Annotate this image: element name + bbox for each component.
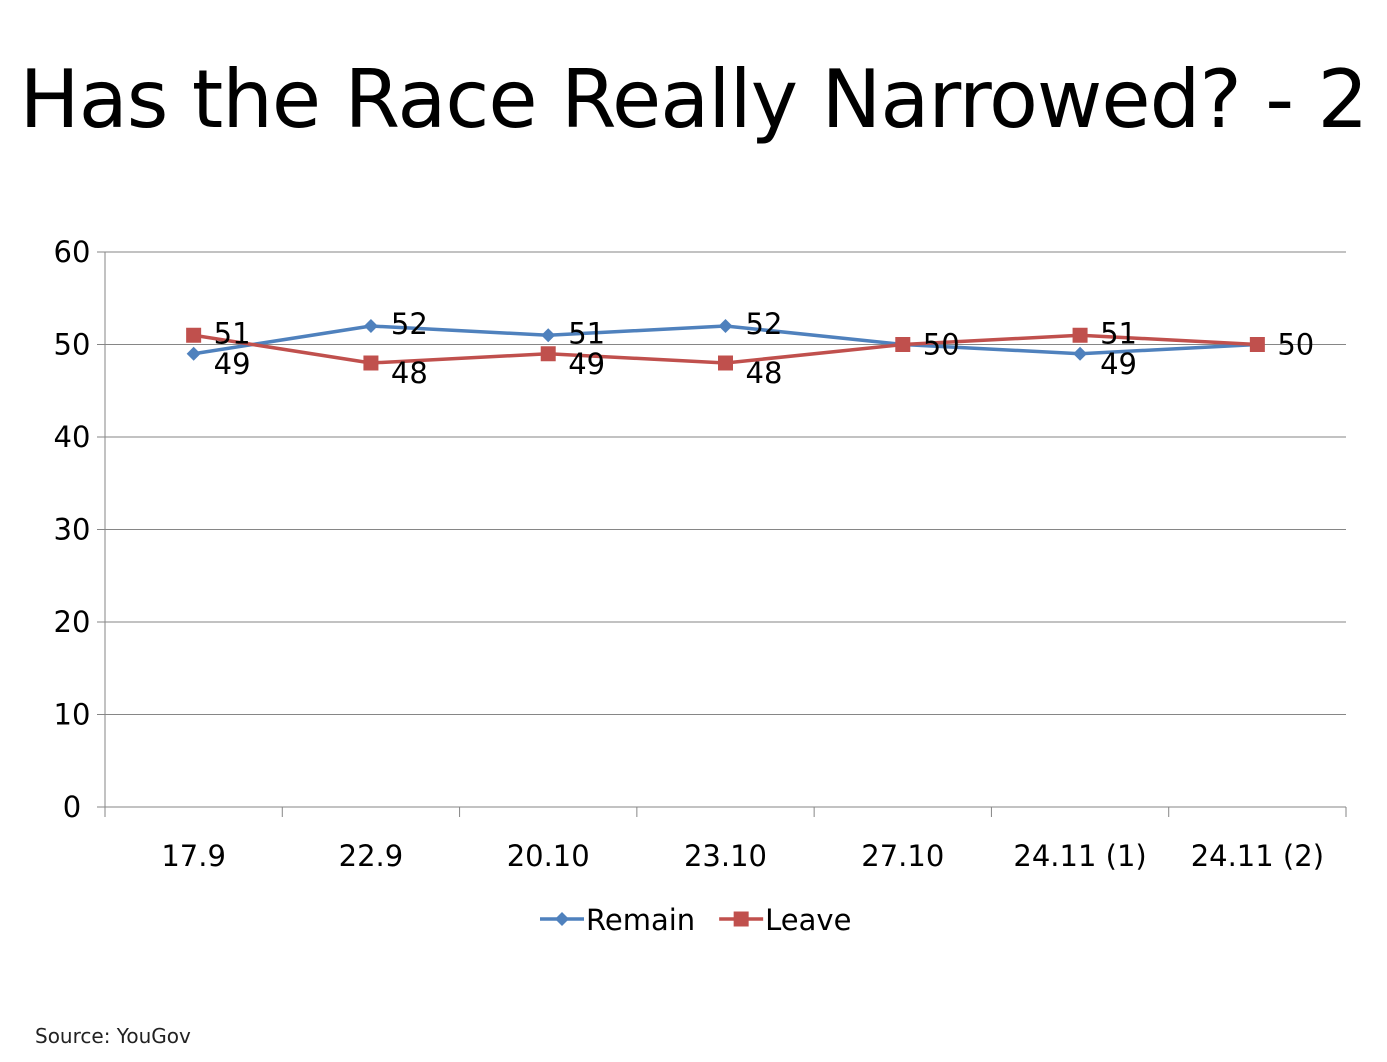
x-tick-label: 17.9 [161, 839, 226, 873]
legend-label: Remain [586, 903, 695, 937]
data-label-remain: 49 [1100, 347, 1137, 381]
x-tick-label: 22.9 [339, 839, 404, 873]
data-label-leave: 49 [568, 347, 605, 381]
data-label-leave: 51 [1100, 316, 1137, 350]
source-note: Source: YouGov [35, 1024, 191, 1048]
legend-marker [555, 912, 569, 926]
y-tick-label: 30 [54, 513, 91, 547]
data-label-remain: 50 [1277, 328, 1314, 362]
x-tick-label: 27.10 [861, 839, 944, 873]
y-tick-label: 40 [54, 420, 91, 454]
marker-remain [363, 319, 378, 333]
legend-item-leave: Leave [719, 903, 851, 937]
y-axis-ticks: 0 10 20 30 40 50 60 [54, 235, 91, 824]
marker-remain [541, 328, 556, 343]
slide-title: Has the Race Really Narrowed? - 2 [19, 53, 1369, 146]
data-label-remain: 50 [923, 328, 960, 362]
data-label-remain: 52 [746, 307, 783, 341]
marker-leave [363, 355, 379, 371]
data-label-remain: 51 [568, 316, 605, 350]
marker-remain [718, 319, 733, 333]
data-label-remain: 52 [391, 307, 428, 341]
legend-marker [733, 911, 749, 927]
marker-leave [540, 346, 556, 362]
axes [97, 251, 1347, 817]
series-layer [186, 319, 1265, 371]
data-label-leave: 48 [746, 356, 783, 390]
x-tick-label: 24.11 (2) [1191, 839, 1324, 873]
x-axis-ticks: 17.9 22.9 20.10 23.10 27.10 24.11 (1) 24.11 (2… [161, 839, 1324, 873]
line-chart: 0 10 20 30 40 50 60 17.9 22.9 20.10 23.10 27.10 24.… [54, 235, 1347, 937]
marker-leave [895, 337, 911, 352]
marker-remain [186, 346, 201, 361]
y-tick-label: 10 [54, 698, 91, 732]
marker-leave [1072, 327, 1088, 343]
data-label-remain: 49 [214, 347, 251, 381]
gridlines [105, 251, 1346, 808]
x-tick-label: 24.11 (1) [1013, 839, 1146, 873]
marker-leave [718, 355, 733, 371]
x-tick-label: 23.10 [684, 839, 767, 873]
chart-legend: Remain Leave [540, 903, 851, 937]
x-tick-label: 20.10 [507, 839, 590, 873]
y-tick-label: 0 [63, 790, 81, 824]
marker-leave [1249, 337, 1265, 352]
y-tick-label: 20 [54, 605, 91, 639]
marker-remain [1073, 346, 1088, 361]
legend-item-remain: Remain [540, 903, 695, 937]
data-label-leave: 48 [391, 356, 428, 390]
y-tick-label: 60 [54, 235, 91, 269]
marker-leave [186, 327, 202, 343]
data-label-leave: 51 [214, 316, 251, 350]
legend-label: Leave [765, 903, 851, 937]
y-tick-label: 50 [54, 328, 91, 362]
